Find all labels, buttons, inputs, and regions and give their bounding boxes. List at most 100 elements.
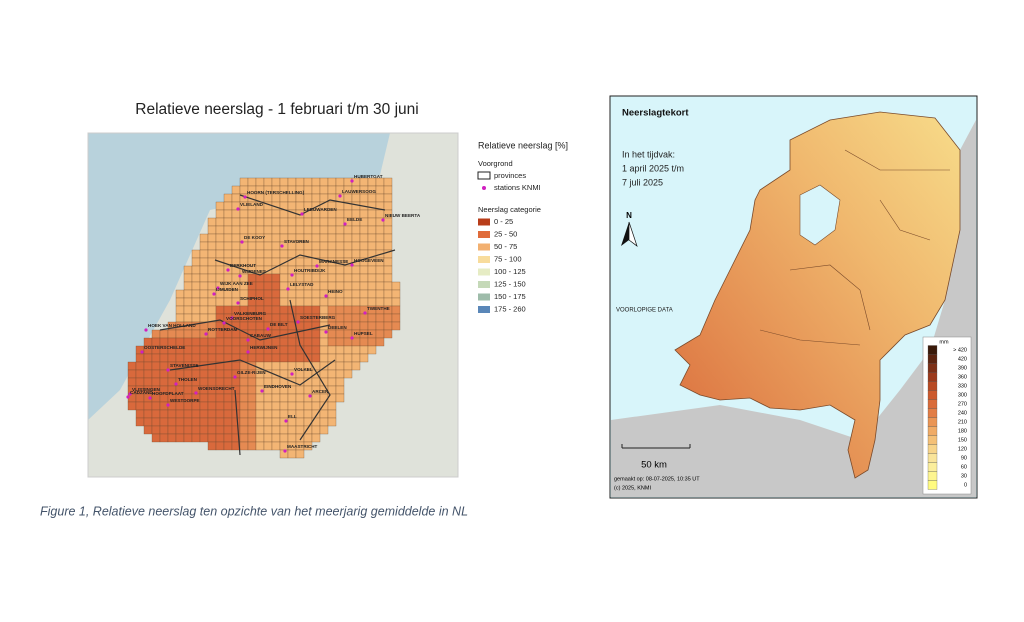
station-dot xyxy=(324,294,328,298)
grid-cell xyxy=(159,417,169,427)
legend-swatch xyxy=(478,243,490,251)
station-dot xyxy=(230,316,234,320)
grid-cell xyxy=(231,209,241,219)
station-label: LELYSTAD xyxy=(290,282,314,287)
grid-cell xyxy=(223,361,233,371)
grid-cell xyxy=(327,305,337,315)
grid-cell xyxy=(351,249,361,259)
grid-cell xyxy=(335,313,345,323)
legend-swatch xyxy=(477,171,491,180)
grid-cell xyxy=(351,273,361,283)
grid-cell xyxy=(311,217,321,227)
grid-cell xyxy=(151,353,161,363)
grid-cell xyxy=(271,257,281,267)
colorbar-label: 390 xyxy=(958,365,967,371)
grid-cell xyxy=(207,369,217,379)
station-dot xyxy=(194,391,198,395)
grid-cell xyxy=(303,385,313,395)
grid-cell xyxy=(263,401,273,411)
grid-cell xyxy=(343,233,353,243)
grid-cell xyxy=(175,353,185,363)
grid-cell xyxy=(199,297,209,307)
colorbar-label: 330 xyxy=(958,383,967,389)
grid-cell xyxy=(255,177,265,187)
grid-cell xyxy=(279,353,289,363)
grid-cell xyxy=(279,249,289,259)
grid-cell xyxy=(255,417,265,427)
colorbar-label: 420 xyxy=(958,356,967,362)
grid-cell xyxy=(143,369,153,379)
grid-cell xyxy=(335,305,345,315)
grid-cell xyxy=(351,353,361,363)
grid-cell xyxy=(135,361,145,371)
grid-cell xyxy=(327,369,337,379)
grid-cell xyxy=(295,449,305,459)
grid-cell xyxy=(375,321,385,331)
scale-bar xyxy=(621,444,691,449)
grid-cell xyxy=(207,417,217,427)
grid-cell xyxy=(311,401,321,411)
station-label: NIEUW BEERTA xyxy=(385,213,421,218)
station-label: VALKENBURG xyxy=(234,311,266,316)
north-label: N xyxy=(626,211,632,220)
grid-cell xyxy=(335,337,345,347)
grid-cell xyxy=(191,265,201,275)
grid-cell xyxy=(327,377,337,387)
grid-cell xyxy=(367,193,377,203)
grid-cell xyxy=(199,337,209,347)
grid-cell xyxy=(319,417,329,427)
grid-cell xyxy=(295,409,305,419)
grid-cell xyxy=(143,353,153,363)
grid-cell xyxy=(343,289,353,299)
grid-cell xyxy=(303,217,313,227)
grid-cell xyxy=(303,441,313,451)
grid-cell xyxy=(319,281,329,291)
grid-cell xyxy=(359,289,369,299)
grid-cell xyxy=(183,425,193,435)
colorbar-label: 180 xyxy=(958,428,967,434)
legend-swatch xyxy=(478,218,490,226)
grid-cell xyxy=(367,297,377,307)
station-dot xyxy=(286,287,290,291)
grid-cell xyxy=(199,289,209,299)
grid-cell xyxy=(183,281,193,291)
grid-cell xyxy=(191,289,201,299)
grid-cell xyxy=(215,297,225,307)
grid-cell xyxy=(191,249,201,259)
grid-cell xyxy=(383,233,393,243)
colorbar-cell xyxy=(927,471,938,481)
grid-cell xyxy=(263,361,273,371)
grid-cell xyxy=(383,185,393,195)
grid-cell xyxy=(295,425,305,435)
colorbar-label: 240 xyxy=(958,410,967,416)
grid-cell xyxy=(263,273,273,283)
grid-cell xyxy=(263,217,273,227)
grid-cell xyxy=(351,225,361,235)
grid-cell xyxy=(319,425,329,435)
grid-cell xyxy=(279,297,289,307)
grid-cell xyxy=(247,401,257,411)
station-dot xyxy=(315,264,319,268)
grid-cell xyxy=(207,425,217,435)
station-label: VLISSINGEN xyxy=(132,387,161,392)
grid-cell xyxy=(335,297,345,307)
grid-cell xyxy=(295,305,305,315)
period-line: 1 april 2025 t/m xyxy=(622,163,684,173)
station-dot xyxy=(283,449,287,453)
grid-cell xyxy=(199,425,209,435)
grid-cell xyxy=(327,185,337,195)
grid-cell xyxy=(287,353,297,363)
station-dot xyxy=(212,292,216,296)
station-dot xyxy=(246,350,250,354)
grid-cell xyxy=(327,225,337,235)
grid-cell xyxy=(279,393,289,403)
legend-dot xyxy=(482,186,486,190)
grid-cell xyxy=(159,369,169,379)
grid-cell xyxy=(247,409,257,419)
grid-cell xyxy=(295,217,305,227)
grid-cell xyxy=(279,313,289,323)
colorbar-cell xyxy=(927,408,938,418)
grid-cell xyxy=(263,233,273,243)
colorbar-label: 30 xyxy=(961,473,967,479)
grid-cell xyxy=(375,193,385,203)
